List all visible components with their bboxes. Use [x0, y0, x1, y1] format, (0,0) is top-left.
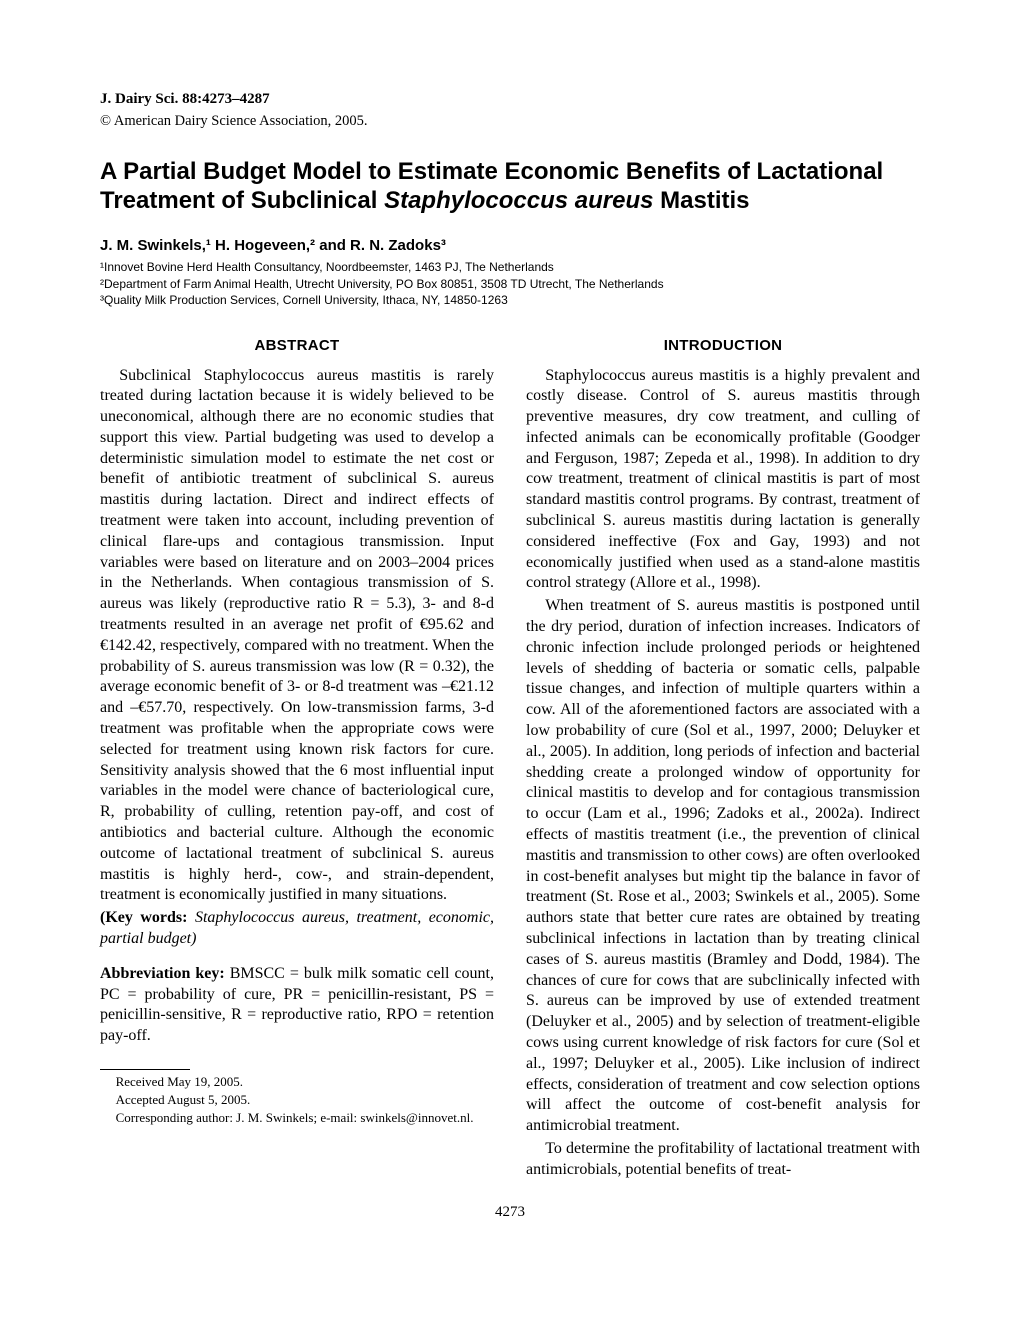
authors-line: J. M. Swinkels,¹ H. Hogeveen,² and R. N.… [100, 236, 920, 256]
intro-paragraph-1: Staphylococcus aureus mastitis is a high… [526, 366, 920, 595]
journal-reference: J. Dairy Sci. 88:4273–4287 [100, 90, 920, 110]
intro-paragraph-3: To determine the profitability of lactat… [526, 1139, 920, 1181]
affiliation-1: ¹Innovet Bovine Herd Health Consultancy,… [100, 259, 920, 275]
footnote-corresponding: Corresponding author: J. M. Swinkels; e-… [100, 1110, 494, 1127]
footnote-received: Received May 19, 2005. [100, 1074, 494, 1091]
affiliation-2: ²Department of Farm Animal Health, Utrec… [100, 276, 920, 292]
affiliations-block: ¹Innovet Bovine Herd Health Consultancy,… [100, 259, 920, 308]
article-title: A Partial Budget Model to Estimate Econo… [100, 158, 920, 216]
abbreviation-key: Abbreviation key: BMSCC = bulk milk soma… [100, 964, 494, 1047]
keywords-line: (Key words: Staphylococcus aureus, treat… [100, 908, 494, 950]
page-number: 4273 [100, 1203, 920, 1223]
title-species-italic: Staphylococcus aureus [384, 187, 653, 214]
two-column-body: ABSTRACT Subclinical Staphylococcus aure… [100, 336, 920, 1183]
left-column: ABSTRACT Subclinical Staphylococcus aure… [100, 336, 494, 1183]
abstract-heading: ABSTRACT [100, 336, 494, 356]
abstract-body: Subclinical Staphylococcus aureus mastit… [100, 366, 494, 907]
footnote-rule [100, 1069, 190, 1070]
footnote-accepted: Accepted August 5, 2005. [100, 1092, 494, 1109]
keywords-label: (Key words: [100, 909, 187, 926]
footnotes-block: Received May 19, 2005. Accepted August 5… [100, 1074, 494, 1127]
copyright-line: © American Dairy Science Association, 20… [100, 112, 920, 131]
right-column: INTRODUCTION Staphylococcus aureus masti… [526, 336, 920, 1183]
affiliation-3: ³Quality Milk Production Services, Corne… [100, 292, 920, 308]
title-post: Mastitis [654, 187, 750, 214]
intro-paragraph-2: When treatment of S. aureus mastitis is … [526, 596, 920, 1137]
abbrev-label: Abbreviation key: [100, 965, 225, 982]
introduction-heading: INTRODUCTION [526, 336, 920, 356]
